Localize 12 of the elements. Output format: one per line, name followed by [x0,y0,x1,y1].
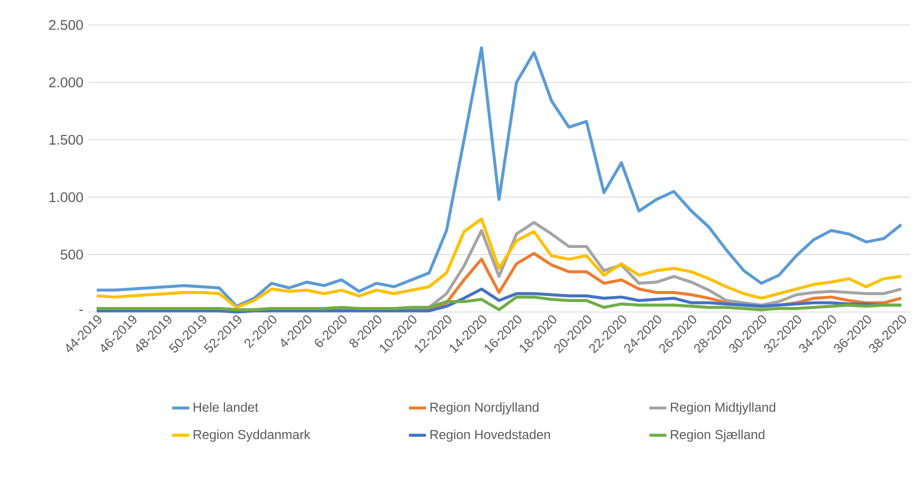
legend-label: Region Hovedstaden [430,430,550,442]
y-tick-label: 500 [60,250,83,260]
legend-label: Region Midtjylland [670,402,776,414]
y-tick-label: 1.000 [50,192,83,202]
y-tick-label: 2.000 [49,77,83,88]
legend-label: Hele landet [194,402,258,412]
legend-label: Region Nordjylland [430,402,538,414]
legend-label: Region Sjælland [670,430,764,442]
y-tick-label: 2.500 [49,20,83,30]
y-tick-label: - [79,310,83,311]
legend-label: Region Syddanmark [194,430,310,442]
y-tick-label: 1.500 [50,134,83,145]
